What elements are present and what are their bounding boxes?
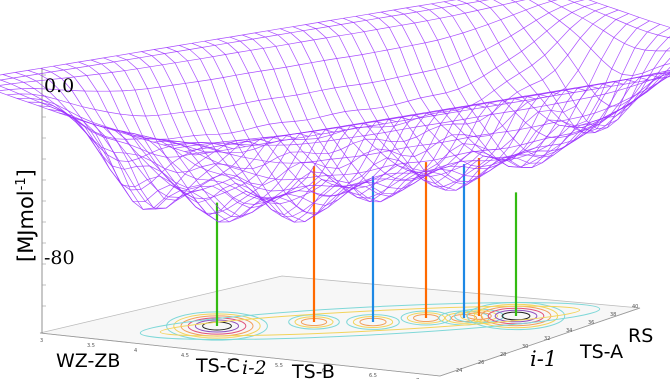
mesh-line-u5 (27, 70, 259, 210)
mesh-line-u34 (393, 9, 624, 168)
label-rs: RS (628, 325, 653, 347)
mesh-line-u40 (475, 0, 670, 134)
mesh-line-u16 (166, 47, 397, 217)
mesh-line-u13 (128, 53, 360, 205)
floor-edge-front (39, 332, 441, 377)
mesh-line-u0 (0, 92, 196, 156)
mesh-line-u36 (418, 5, 650, 157)
mesh-line-u18 (191, 42, 423, 214)
mesh-line-u19 (204, 40, 435, 197)
mesh-line-v4 (6, 0, 585, 117)
mesh-line-u2 (0, 79, 221, 152)
mesh-line-u14 (141, 51, 372, 199)
mesh-line-u24 (267, 30, 498, 195)
mesh-line-u22 (242, 34, 473, 199)
z-axis-minor-ticks (42, 74, 46, 307)
mesh-line-v3 (0, 0, 558, 92)
mesh-line-u21 (229, 36, 460, 190)
side-tick-2: 28 (500, 352, 506, 358)
mesh-line-v19 (163, 72, 670, 146)
front-tick-4: 5 (228, 358, 231, 364)
mesh-line-u41 (493, 0, 670, 130)
label-ts-c: TS-C (195, 355, 240, 377)
side-tick-0: 24 (456, 368, 462, 374)
energy-mesh-surface (0, 0, 670, 223)
side-tick-6: 36 (588, 320, 594, 326)
mesh-line-u23 (254, 32, 486, 203)
label-ts-b: TS-B (291, 361, 335, 379)
mesh-line-v8 (48, 13, 629, 189)
mesh-line-u32 (368, 13, 599, 159)
label-ts-a: TS-A (579, 341, 623, 363)
mesh-line-u31 (355, 15, 586, 168)
side-tick-3: 30 (522, 344, 528, 350)
label-wz-zb: WZ-ZB (56, 350, 120, 372)
mesh-line-u29 (330, 20, 561, 191)
front-tick-6: 6 (322, 368, 325, 374)
mesh-line-u9 (78, 61, 309, 200)
mesh-line-v5 (17, 2, 598, 140)
minimum-drop-lines (215, 158, 518, 326)
side-tick-8: 40 (632, 304, 638, 310)
z-axis-label: [MJmol-1] (14, 169, 38, 262)
contour-envelope-0 (139, 302, 601, 340)
mesh-line-u44 (547, 0, 670, 52)
floor-tick-labels: 33.544.555.566.57242628303234363840 (40, 304, 638, 379)
label-i-1: i-1 (530, 347, 557, 371)
mesh-line-u38 (443, 1, 670, 128)
mesh-line-u7 (53, 65, 284, 198)
mesh-line-u3 (2, 74, 234, 162)
mesh-line-u20 (216, 38, 448, 187)
side-tick-5: 34 (566, 328, 572, 334)
mesh-line-u4 (15, 72, 246, 191)
mesh-line-u42 (510, 0, 670, 107)
mesh-line-u6 (40, 67, 271, 210)
side-tick-7: 38 (610, 312, 616, 318)
mesh-line-u15 (153, 49, 385, 205)
mesh-line-u43 (528, 0, 670, 76)
mesh-line-v11 (79, 24, 661, 223)
mesh-line-u27 (305, 24, 536, 177)
mesh-line-u45 (567, 0, 670, 39)
mesh-line-v21 (184, 71, 670, 152)
front-tick-3: 4.5 (181, 353, 189, 359)
mesh-line-v7 (38, 9, 619, 173)
front-tick-5: 5.5 (275, 363, 283, 369)
side-tick-1: 26 (478, 360, 484, 366)
mesh-line-u35 (406, 7, 637, 168)
mesh-line-u17 (179, 45, 410, 223)
mesh-line-u30 (343, 17, 574, 182)
front-tick-0: 3 (40, 338, 43, 344)
mesh-line-u12 (116, 55, 347, 218)
front-tick-2: 4 (134, 348, 137, 354)
mesh-line-u46 (588, 0, 670, 28)
z-tick-80: -80 (44, 247, 75, 269)
label-i-2: i-2 (242, 357, 267, 379)
front-tick-7: 6.5 (369, 373, 377, 379)
mesh-line-v1 (0, 0, 490, 81)
mesh-line-u28 (317, 22, 549, 187)
mesh-line-v18 (153, 75, 670, 164)
front-tick-1: 3.5 (87, 343, 95, 349)
mesh-line-u1 (0, 85, 208, 154)
mesh-line-v9 (59, 16, 640, 204)
mesh-line-u39 (456, 0, 670, 128)
z-tick-0: 0.0 (44, 75, 74, 97)
floor-edge-side (439, 307, 641, 377)
side-tick-4: 32 (544, 336, 550, 342)
contour-envelope-1 (159, 305, 581, 337)
mesh-line-u37 (431, 3, 662, 139)
